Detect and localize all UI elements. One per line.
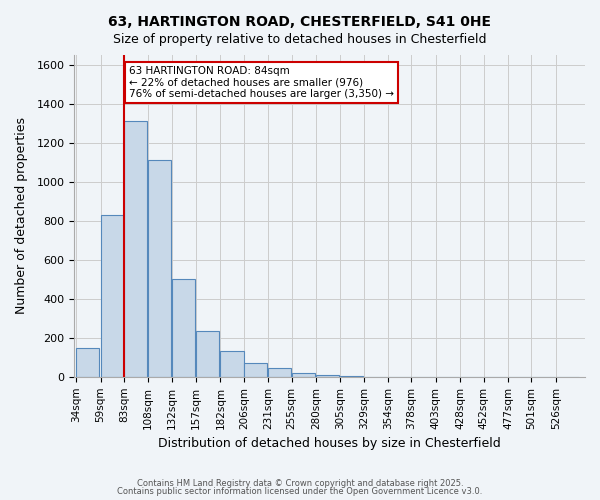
Bar [340,376,364,377]
Text: Size of property relative to detached houses in Chesterfield: Size of property relative to detached ho… [113,32,487,46]
Bar [268,368,292,377]
Y-axis label: Number of detached properties: Number of detached properties [15,118,28,314]
Bar [172,280,195,377]
Bar [76,348,99,377]
Text: 63 HARTINGTON ROAD: 84sqm
← 22% of detached houses are smaller (976)
76% of semi: 63 HARTINGTON ROAD: 84sqm ← 22% of detac… [129,66,394,99]
Bar [196,331,219,377]
Bar [292,373,315,377]
Bar [101,215,124,377]
Bar [244,363,267,377]
Bar [316,375,339,377]
Text: Contains HM Land Registry data © Crown copyright and database right 2025.: Contains HM Land Registry data © Crown c… [137,478,463,488]
X-axis label: Distribution of detached houses by size in Chesterfield: Distribution of detached houses by size … [158,437,501,450]
Bar [220,352,244,377]
Text: Contains public sector information licensed under the Open Government Licence v3: Contains public sector information licen… [118,487,482,496]
Bar [124,122,147,377]
Bar [148,160,172,377]
Text: 63, HARTINGTON ROAD, CHESTERFIELD, S41 0HE: 63, HARTINGTON ROAD, CHESTERFIELD, S41 0… [109,15,491,29]
